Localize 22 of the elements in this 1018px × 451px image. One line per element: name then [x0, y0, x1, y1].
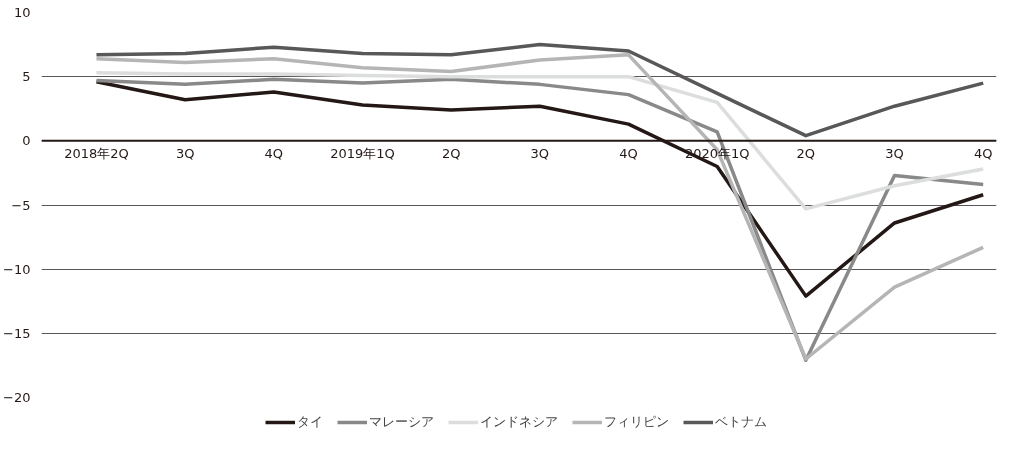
- x-tick-label: 4Q: [973, 145, 993, 161]
- y-tick-label: 5: [22, 69, 31, 85]
- legend-label: ベトナム: [714, 413, 767, 431]
- legend-label: フィリピン: [603, 413, 669, 431]
- y-tick-label: 0: [22, 133, 31, 149]
- x-tick-label: 3Q: [175, 145, 195, 161]
- y-tick-label: −20: [3, 390, 31, 405]
- y-tick-label: −5: [11, 197, 31, 213]
- y-tick-label: −10: [3, 261, 31, 277]
- x-tick-label: 3Q: [530, 145, 550, 161]
- legend-label: インドネシア: [479, 413, 558, 431]
- x-tick-label: 2019年1Q: [330, 145, 395, 161]
- y-tick-label: −15: [3, 325, 31, 341]
- x-tick-label: 3Q: [885, 145, 904, 161]
- legend-label: マレーシア: [368, 413, 434, 431]
- x-tick-label: 2Q: [441, 145, 461, 161]
- x-tick-label: 4Q: [264, 145, 284, 161]
- x-tick-label: 4Q: [619, 145, 638, 161]
- x-tick-label: 2Q: [796, 145, 816, 161]
- x-tick-label: 2018年2Q: [64, 145, 129, 161]
- legend-label: タイ: [296, 413, 323, 431]
- y-tick-label: 10: [13, 5, 31, 20]
